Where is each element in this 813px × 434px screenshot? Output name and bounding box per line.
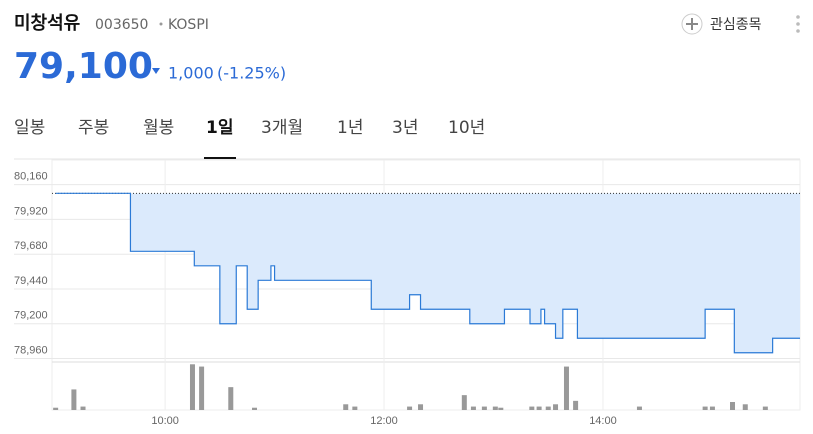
volume-bar xyxy=(729,402,735,410)
volume-bar xyxy=(498,407,504,410)
volume-bar xyxy=(536,406,542,410)
tab[interactable]: 3년 xyxy=(392,118,418,138)
volume-bar xyxy=(481,406,487,410)
tab[interactable]: 1년 xyxy=(337,118,363,138)
tab[interactable]: 일봉 xyxy=(14,118,45,138)
stock-name: 미창석유 xyxy=(14,13,80,34)
y-tick-label: 79,440 xyxy=(14,275,48,287)
volume-bar xyxy=(573,400,579,410)
volume-bar xyxy=(418,404,424,410)
volume-bar xyxy=(553,404,559,410)
tab[interactable]: 주봉 xyxy=(78,118,109,138)
volume-bar xyxy=(53,407,59,410)
volume-bar xyxy=(742,404,748,410)
down-arrow xyxy=(152,68,160,74)
price-line xyxy=(55,192,800,354)
volume-bar xyxy=(71,389,77,410)
volume-bar xyxy=(636,406,642,410)
volume-bar xyxy=(563,366,569,410)
tab[interactable]: 1일 xyxy=(206,118,233,138)
y-tick-label: 80,160 xyxy=(14,171,48,183)
volume-bar xyxy=(709,406,715,410)
dot xyxy=(159,22,163,26)
volume-bar xyxy=(189,364,195,410)
volume-bar xyxy=(343,404,349,410)
plus xyxy=(686,18,698,30)
volume-bar xyxy=(199,366,205,410)
change-pct: (-1.25%) xyxy=(217,64,286,83)
price: 79,100 xyxy=(14,46,153,87)
volume-bar xyxy=(762,406,768,410)
volume-bar xyxy=(492,406,498,410)
volume-bar xyxy=(352,406,358,410)
watch-icon[interactable] xyxy=(681,13,703,35)
x-tick-label: 12:00 xyxy=(370,415,398,427)
tab[interactable]: 10년 xyxy=(448,118,485,138)
x-tick-label: 14:00 xyxy=(589,415,617,427)
stock-code: 003650 xyxy=(95,17,148,33)
y-tick-label: 79,680 xyxy=(14,240,48,252)
y-tick-label: 78,960 xyxy=(14,344,48,356)
change: 1,000 xyxy=(168,64,214,83)
volume-bar xyxy=(545,406,551,410)
tab[interactable]: 3개월 xyxy=(261,118,303,138)
volume-bar xyxy=(80,406,86,410)
volume-bar xyxy=(529,406,535,410)
y-tick-label: 79,200 xyxy=(14,310,48,322)
volume-bar xyxy=(702,406,708,410)
y-tick-label: 79,920 xyxy=(14,205,48,217)
x-tick-label: 10:00 xyxy=(151,415,179,427)
volume-bar xyxy=(228,387,234,410)
volume-bar xyxy=(470,406,476,410)
watch-button[interactable]: 관심종목 xyxy=(710,17,762,33)
area xyxy=(55,193,800,353)
volume-bar xyxy=(461,395,467,410)
tab[interactable]: 월봉 xyxy=(143,118,174,138)
market: KOSPI xyxy=(168,17,209,33)
volume-bar xyxy=(407,406,413,410)
volume-bar xyxy=(252,407,258,410)
more-menu[interactable] xyxy=(796,15,800,33)
